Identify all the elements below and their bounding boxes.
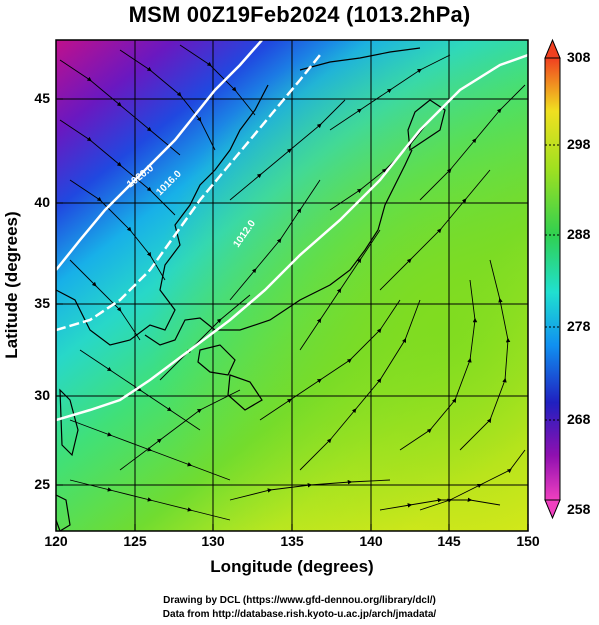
x-axis-label: Longitude (degrees) — [210, 557, 374, 576]
y-tick-45: 45 — [34, 90, 50, 106]
chart-title: MSM 00Z19Feb2024 (1013.2hPa) — [128, 2, 471, 27]
y-tick-25: 25 — [34, 476, 50, 492]
x-tick-125: 125 — [123, 533, 147, 549]
plot-area — [56, 40, 528, 531]
colorbar-tick-298: 298 — [567, 136, 591, 152]
colorbar-tick-288: 288 — [567, 226, 591, 242]
colorbar — [544, 38, 561, 520]
colorbar-tick-268: 268 — [567, 411, 591, 427]
x-tick-130: 130 — [201, 533, 225, 549]
colorbar-tick-308: 308 — [567, 49, 591, 65]
credit-line-data: Data from http://database.rish.kyoto-u.a… — [162, 609, 437, 620]
credits: Drawing by DCL (https://www.gfd-dennou.o… — [0, 594, 599, 622]
colorbar-max-arrow — [544, 38, 561, 59]
x-tick-140: 140 — [359, 533, 383, 549]
colorbar-tick-278: 278 — [567, 318, 591, 334]
isobars — [56, 40, 528, 422]
y-axis-label: Latitude (degrees) — [2, 211, 21, 359]
y-tick-40: 40 — [34, 194, 50, 210]
axis-ticks — [55, 98, 529, 531]
x-tick-135: 135 — [280, 533, 304, 549]
wind-streamlines — [59, 44, 526, 521]
x-tick-150: 150 — [516, 533, 540, 549]
colorbar-min-arrow — [544, 499, 561, 520]
x-tick-120: 120 — [44, 533, 68, 549]
x-tick-145: 145 — [437, 533, 461, 549]
y-tick-35: 35 — [34, 295, 50, 311]
y-tick-30: 30 — [34, 387, 50, 403]
credit-line-drawing: Drawing by DCL (https://www.gfd-dennou.o… — [163, 595, 436, 606]
colorbar-tick-258: 258 — [567, 501, 591, 517]
